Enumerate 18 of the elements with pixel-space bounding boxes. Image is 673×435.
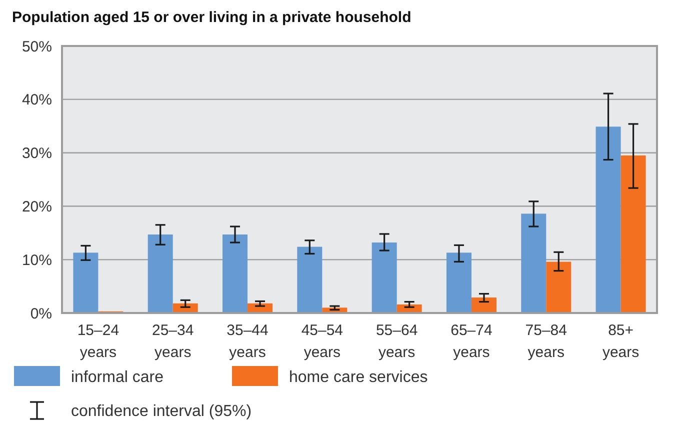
chart-title: Population aged 15 or over living in a private household	[12, 9, 412, 26]
y-tick-label: 40%	[22, 92, 52, 109]
y-tick-label: 30%	[22, 145, 52, 162]
x-tick-label: 15–24 years	[77, 322, 120, 361]
y-tick-label: 0%	[30, 305, 52, 322]
y-tick-label: 50%	[22, 38, 52, 56]
x-tick-label: 45–54 years	[301, 322, 344, 361]
x-tick-label: 55–64 years	[376, 322, 418, 361]
legend-label: informal care	[71, 369, 164, 386]
x-tick-label: 35–44 years	[226, 322, 268, 361]
x-tick-label: 25–34 years	[152, 322, 194, 361]
text: confidence interval (95%)	[71, 403, 252, 420]
y-tick-label: 20%	[22, 198, 52, 216]
x-tick-label: 85+ years	[602, 322, 640, 361]
legend-label: home care services	[289, 369, 428, 386]
x-tick-label: 75–84 years	[525, 322, 567, 361]
y-tick-label: 10%	[22, 252, 52, 269]
x-tick-label: 65–74 years	[450, 322, 492, 361]
